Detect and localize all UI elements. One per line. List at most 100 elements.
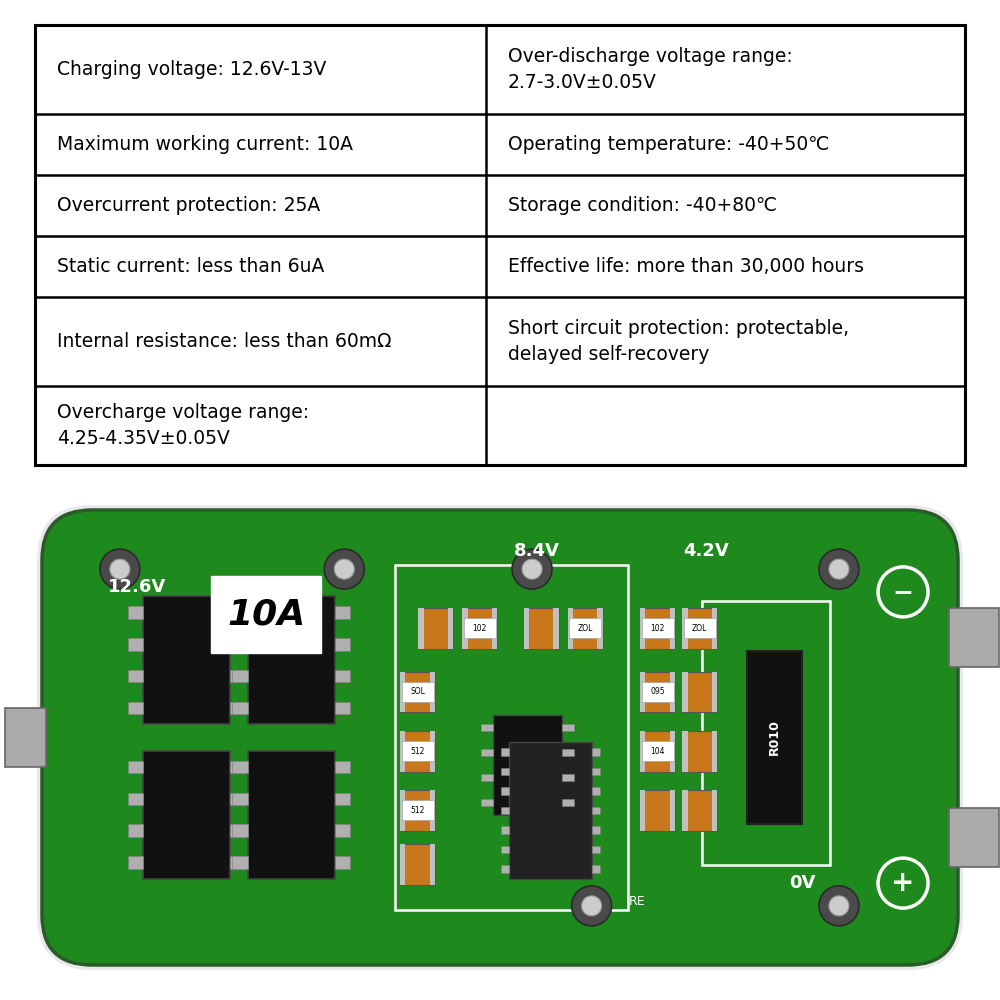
- Bar: [562, 749, 574, 756]
- Text: Over-discharge voltage range:
2.7-3.0V±0.05V: Over-discharge voltage range: 2.7-3.0V±0…: [508, 47, 793, 92]
- Bar: [143, 596, 230, 724]
- Text: SOL: SOL: [410, 688, 425, 696]
- Bar: [682, 790, 717, 831]
- Text: Storage condition: -40+80℃: Storage condition: -40+80℃: [508, 196, 777, 215]
- Text: +: +: [891, 869, 915, 897]
- Bar: [642, 741, 674, 761]
- Text: Effective life: more than 30,000 hours: Effective life: more than 30,000 hours: [508, 257, 864, 276]
- Bar: [230, 793, 246, 805]
- Text: 102: 102: [473, 624, 487, 633]
- Bar: [462, 608, 497, 649]
- Text: 102: 102: [650, 624, 665, 633]
- Bar: [400, 672, 405, 712]
- Bar: [640, 731, 645, 772]
- Bar: [949, 608, 999, 667]
- Bar: [562, 724, 574, 731]
- Bar: [400, 731, 435, 772]
- Bar: [642, 682, 674, 702]
- Bar: [682, 608, 717, 649]
- Bar: [230, 824, 246, 837]
- Text: RE: RE: [629, 895, 646, 908]
- Bar: [211, 576, 321, 653]
- Circle shape: [512, 549, 552, 589]
- Bar: [553, 608, 559, 649]
- Bar: [509, 742, 592, 879]
- Bar: [592, 865, 600, 873]
- Text: Static current: less than 6uA: Static current: less than 6uA: [57, 257, 324, 276]
- Bar: [128, 856, 143, 869]
- Circle shape: [829, 559, 849, 579]
- Bar: [481, 799, 493, 806]
- Bar: [747, 651, 802, 824]
- Bar: [670, 731, 675, 772]
- Bar: [682, 672, 717, 712]
- Bar: [562, 774, 574, 781]
- Bar: [335, 761, 350, 773]
- Bar: [670, 790, 675, 831]
- Bar: [128, 793, 143, 805]
- Text: Overcurrent protection: 25A: Overcurrent protection: 25A: [57, 196, 320, 215]
- Bar: [128, 638, 143, 651]
- Circle shape: [829, 896, 849, 916]
- Bar: [248, 751, 335, 879]
- Text: −: −: [893, 580, 914, 604]
- Text: 0V: 0V: [789, 874, 815, 892]
- Bar: [682, 790, 688, 831]
- Bar: [35, 25, 965, 465]
- Bar: [712, 608, 717, 649]
- Bar: [230, 638, 246, 651]
- Bar: [568, 608, 573, 649]
- Bar: [230, 670, 246, 682]
- Bar: [597, 608, 603, 649]
- Bar: [501, 846, 509, 853]
- Bar: [562, 799, 574, 806]
- Bar: [335, 856, 350, 869]
- Text: Charging voltage: 12.6V-13V: Charging voltage: 12.6V-13V: [57, 60, 326, 79]
- Bar: [524, 608, 559, 649]
- Bar: [248, 596, 335, 724]
- Bar: [430, 731, 435, 772]
- Bar: [395, 565, 628, 910]
- Circle shape: [572, 886, 612, 926]
- Bar: [448, 608, 453, 649]
- FancyBboxPatch shape: [42, 510, 958, 965]
- Text: 12.6V: 12.6V: [108, 578, 166, 596]
- Bar: [682, 672, 688, 712]
- Bar: [682, 731, 717, 772]
- Bar: [232, 638, 248, 651]
- Bar: [335, 824, 350, 837]
- Bar: [670, 672, 675, 712]
- Bar: [682, 608, 688, 649]
- Bar: [640, 790, 675, 831]
- Circle shape: [522, 559, 542, 579]
- Text: 095: 095: [650, 688, 665, 696]
- Bar: [232, 824, 248, 837]
- Bar: [402, 800, 434, 820]
- Bar: [592, 807, 600, 814]
- Bar: [230, 856, 246, 869]
- Bar: [5, 708, 46, 767]
- Bar: [230, 702, 246, 714]
- Text: 10A: 10A: [227, 598, 306, 632]
- Bar: [335, 793, 350, 805]
- Bar: [128, 606, 143, 619]
- Bar: [642, 618, 674, 638]
- Circle shape: [819, 886, 859, 926]
- Bar: [481, 749, 493, 756]
- Bar: [949, 808, 999, 867]
- Bar: [402, 741, 434, 761]
- Text: Operating temperature: -40+50℃: Operating temperature: -40+50℃: [508, 135, 829, 154]
- Bar: [524, 608, 529, 649]
- Text: Overcharge voltage range:
4.25-4.35V±0.05V: Overcharge voltage range: 4.25-4.35V±0.0…: [57, 403, 309, 448]
- Bar: [400, 844, 405, 885]
- Bar: [702, 601, 830, 865]
- Text: Short circuit protection: protectable,
delayed self-recovery: Short circuit protection: protectable, d…: [508, 318, 849, 364]
- Bar: [232, 761, 248, 773]
- Bar: [400, 790, 405, 831]
- Bar: [592, 846, 600, 853]
- Bar: [481, 774, 493, 781]
- Bar: [501, 865, 509, 873]
- Text: ZOL: ZOL: [692, 624, 707, 633]
- Bar: [430, 790, 435, 831]
- Text: 512: 512: [410, 747, 425, 756]
